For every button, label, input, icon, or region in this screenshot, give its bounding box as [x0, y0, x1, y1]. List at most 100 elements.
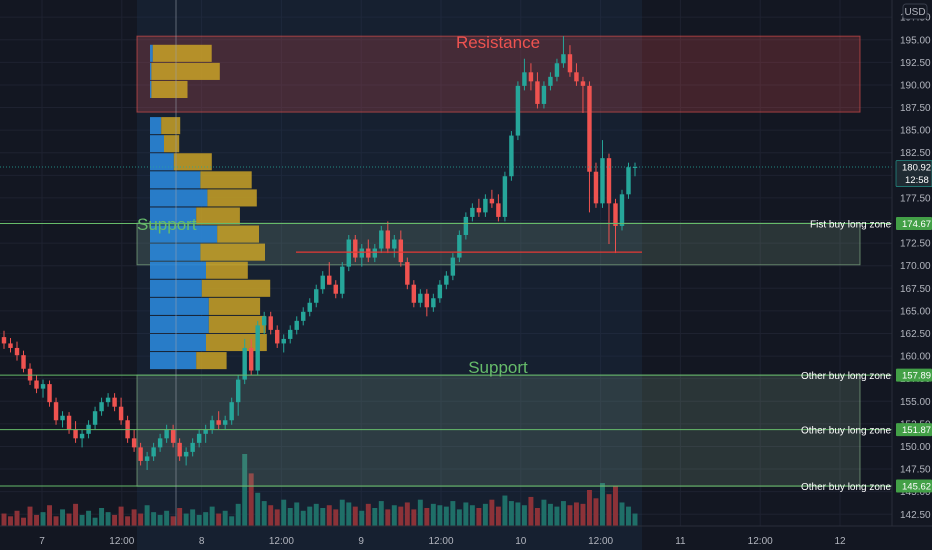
- candle-body: [515, 85, 521, 136]
- candlesticks: [1, 36, 638, 470]
- time-axis[interactable]: 7 12:00 8 12:00 9 12:00 10 12:00 11 12:00 12: [39, 536, 846, 547]
- volume-bar: [502, 495, 508, 526]
- zone-text: Other buy long zone: [801, 426, 891, 437]
- volume-profile-sell: [196, 352, 227, 370]
- candle-body: [606, 158, 612, 204]
- candle-body: [170, 429, 176, 443]
- candle-body: [437, 284, 443, 299]
- volume-profile-sell: [208, 315, 266, 333]
- time-tick-label: 11: [675, 536, 686, 547]
- candle-body: [372, 248, 378, 258]
- volume-bar: [632, 513, 638, 526]
- candle-body: [8, 343, 13, 348]
- volume-bar: [482, 503, 488, 526]
- currency-button[interactable]: USD: [902, 3, 928, 20]
- time-tick-label: 12:00: [748, 536, 773, 547]
- candle-body: [144, 456, 150, 461]
- support-lower-zone: [136, 374, 861, 487]
- candle-body: [301, 311, 306, 321]
- level-price-badge: [896, 368, 932, 382]
- volume-bar: [144, 505, 150, 526]
- volume-bar: [398, 506, 404, 526]
- volume-bar: [424, 508, 430, 526]
- candle-body: [216, 420, 221, 425]
- volume-bar: [294, 502, 300, 526]
- volume-profile-sell: [152, 44, 212, 62]
- volume-bar: [313, 503, 319, 526]
- candle-body: [112, 397, 117, 407]
- candle-body: [157, 438, 163, 448]
- price-tick-label: 187.50: [900, 103, 931, 114]
- level-price-text: 157.89: [902, 371, 931, 382]
- candle-body: [27, 368, 33, 381]
- volume-bar: [86, 510, 92, 526]
- volume-bar: [125, 516, 131, 526]
- candle-body: [424, 293, 430, 308]
- volume-bar: [586, 490, 592, 526]
- level-price-badge: [896, 423, 932, 437]
- candle-body: [275, 329, 280, 344]
- volume-profile-buy: [150, 44, 153, 62]
- candle-body: [385, 230, 391, 249]
- candle-body: [392, 239, 397, 249]
- candle-body: [320, 275, 325, 290]
- candle-body: [60, 415, 65, 421]
- price-tick-label: 185.00: [900, 126, 931, 137]
- candle-body: [288, 329, 293, 339]
- candle-body: [593, 171, 599, 204]
- candle-body: [255, 325, 260, 371]
- volume-bar: [105, 512, 111, 526]
- price-tick-label: 177.50: [900, 193, 931, 204]
- horizontal-levels[interactable]: [0, 166, 892, 487]
- volume-bar: [177, 508, 183, 526]
- volume-bar: [469, 505, 475, 526]
- volume-bar: [613, 485, 618, 526]
- candle-body: [14, 347, 20, 356]
- price-tick-label: 162.50: [900, 329, 931, 340]
- candle-body: [203, 429, 208, 434]
- price-zones[interactable]: [136, 35, 861, 487]
- volume-bar: [66, 513, 72, 526]
- candle-body: [522, 72, 527, 86]
- candle-body: [183, 451, 189, 457]
- volume-bar: [8, 516, 13, 526]
- candle-body: [268, 316, 273, 330]
- candle-body: [476, 207, 482, 213]
- volume-profile-sell: [200, 243, 265, 261]
- volume-profile-buy: [150, 62, 152, 80]
- volume-bar: [391, 505, 397, 526]
- time-tick-label: 9: [358, 536, 364, 547]
- volume-profile-sell: [173, 153, 212, 171]
- volume-bar: [118, 506, 124, 526]
- volume-bar: [521, 505, 527, 526]
- volume-bar: [196, 514, 202, 526]
- candle-body: [580, 81, 586, 86]
- candle-body: [398, 239, 404, 263]
- candle-body: [502, 176, 508, 217]
- time-tick-label: 12:00: [109, 536, 134, 547]
- zone-text: Other buy long zone: [801, 482, 891, 493]
- candle-body: [463, 216, 469, 235]
- candle-body: [418, 293, 423, 303]
- volume-bar: [242, 454, 248, 526]
- volume-profile-sell: [217, 225, 259, 243]
- candle-body: [222, 420, 228, 425]
- volume-bar: [60, 509, 66, 526]
- last-price-text: 180.92: [902, 163, 931, 174]
- volume-bar: [151, 512, 157, 526]
- volume-profile-buy: [150, 80, 152, 99]
- price-axis[interactable]: 142.50145.00147.50150.00152.50155.00157.…: [900, 13, 931, 521]
- candle-body: [561, 54, 566, 64]
- volume-bar: [79, 514, 85, 526]
- volume-bar: [183, 513, 189, 526]
- volume-bar: [209, 506, 215, 526]
- volume-bar: [554, 506, 560, 526]
- candle-body: [281, 338, 286, 344]
- volume-bar: [437, 505, 443, 526]
- volume-bar: [138, 513, 144, 526]
- volume-bar: [417, 499, 423, 526]
- candle-body: [359, 248, 364, 258]
- price-tick-label: 190.00: [900, 80, 931, 91]
- volume-bar: [320, 508, 326, 526]
